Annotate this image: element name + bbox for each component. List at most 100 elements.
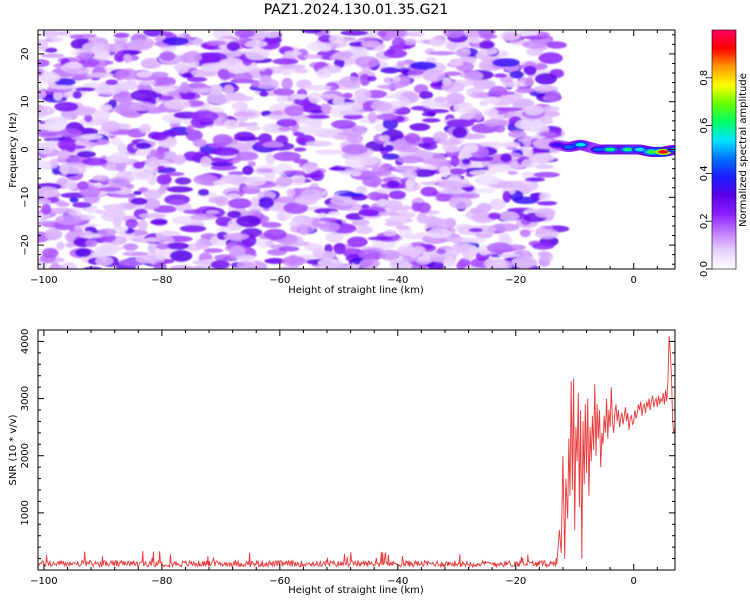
spectrogram-noise-cell [97, 186, 122, 192]
spectrogram-noise-cell [191, 110, 219, 123]
spectrogram-noise-cell [263, 228, 287, 240]
spectrogram-noise-cell [143, 189, 163, 200]
spectrogram-noise-cell [493, 125, 506, 133]
spectrogram-noise-cell [306, 114, 331, 120]
spectrogram-noise-cell [407, 70, 424, 76]
spectrogram-noise-cell [417, 202, 432, 214]
spectrogram-noise-cell [538, 52, 563, 64]
spectrogram-noise-cell [333, 242, 346, 255]
spectrogram-noise-cell [97, 228, 117, 237]
spectrogram-noise-cell [113, 52, 126, 63]
spectrogram-noise-cell [340, 30, 369, 36]
spectrogram-noise-cell [130, 197, 148, 206]
x-tick-label: −40 [387, 275, 408, 286]
spectrogram-noise-cell [166, 186, 193, 193]
spectrogram-noise-cell [404, 133, 421, 144]
spectrogram-noise-cell [524, 105, 544, 116]
spectrogram-noise-cell [167, 90, 180, 96]
spectrogram-noise-cell [533, 171, 560, 178]
spectrogram-noise-cell [288, 221, 299, 227]
figure-title: PAZ1.2024.130.01.35.G21 [264, 2, 449, 18]
spectrogram-noise-cell [342, 92, 353, 99]
spectrogram-noise-cell [502, 190, 511, 203]
spectrogram-noise-cell [339, 76, 361, 88]
spectrogram-noise-cell [38, 88, 47, 100]
spectrogram-noise-cell [259, 90, 269, 97]
spectrogram-noise-cell [303, 84, 332, 91]
spectrogram-noise-cell [542, 106, 560, 112]
spectrogram-noise-cell [38, 105, 55, 117]
spectrogram-noise-cell [427, 260, 445, 269]
colorbar-tick-label: 0.6 [699, 118, 710, 134]
spectrogram-noise-cell [206, 93, 233, 105]
spectrogram-noise-cell [197, 189, 210, 196]
spectrogram-noise-cell [255, 32, 267, 39]
spectrogram-noise-cell [156, 174, 172, 185]
spectrogram-x-axis-label: Height of straight line (km) [288, 285, 424, 296]
y-tick-label: 0 [20, 146, 31, 152]
spectrogram-noise-cell [54, 101, 79, 112]
spectrogram-noise-cell [487, 90, 516, 96]
spectrogram-noise-cell [181, 72, 194, 78]
spectrogram-noise-cell [291, 123, 301, 135]
spectrogram-noise-cell [133, 161, 145, 169]
spectrogram-noise-cell [377, 249, 401, 261]
spectrogram-noise-cell [484, 257, 507, 269]
spectrogram-noise-cell [44, 47, 58, 53]
spectrogram-noise-cell [395, 225, 411, 230]
spectrogram-noise-cell [38, 186, 59, 198]
colorbar-frame [711, 29, 737, 270]
spectrogram-noise-cell [380, 67, 401, 74]
spectrogram-noise-cell [189, 213, 217, 221]
spectrogram-noise-cell [77, 58, 100, 68]
spectrogram-noise-cell [38, 71, 61, 84]
spectrogram-noise-cell [254, 78, 280, 90]
spectrogram-noise-cell [508, 130, 527, 139]
spectrogram-noise-cell [383, 49, 408, 59]
spectrogram-noise-cell [84, 226, 97, 233]
spectrogram-noise-cell [443, 255, 456, 268]
spectrogram-noise-cell [99, 104, 113, 111]
spectrogram-noise-cell [234, 30, 256, 38]
spectrogram-noise-cell [153, 205, 177, 213]
spectrogram-noise-cell [535, 227, 548, 234]
spectrogram-noise-cell [219, 174, 248, 185]
spectrogram-noise-cell [278, 266, 302, 269]
spectrogram-noise-cell [214, 195, 229, 207]
snr-y-axis: 1000 2000 3000 4000 [20, 329, 675, 571]
spectrogram-noise-cell [452, 127, 468, 139]
spectrogram-noise-cell [272, 110, 284, 116]
spectrogram-noise-cell [310, 109, 323, 114]
spectrogram-noise-cell [64, 180, 78, 190]
spectrogram-noise-cell [376, 113, 398, 121]
spectrogram-noise-cell [535, 164, 554, 169]
spectrogram-noise-cell [523, 65, 537, 76]
spectrogram-noise-cell [82, 41, 109, 54]
spectrogram-noise-cell [163, 99, 191, 110]
spectrogram-noise-cell [493, 73, 508, 78]
spectrogram-noise-cell [316, 68, 332, 79]
spectrogram-noise-cell [236, 261, 255, 269]
spectrogram-noise-cell [138, 80, 157, 86]
spectrogram-noise-cell [224, 119, 240, 130]
spectrogram-noise-cell [284, 50, 302, 56]
spectrogram-noise-cell [409, 123, 431, 131]
spectrogram-noise-cell [338, 192, 365, 197]
spectrogram-noise-cell [38, 68, 44, 76]
spectrogram-noise-cell [439, 139, 460, 146]
spectrogram-noise-cell [41, 203, 52, 216]
spectrogram-noise-cell [531, 242, 555, 250]
spectrogram-noise-cell [318, 221, 341, 232]
spectrogram-y-axis: −20 −10 0 10 20 [20, 34, 675, 265]
spectrogram-noise-cell [139, 123, 152, 134]
spectrogram-noise-cell [293, 158, 309, 164]
spectrogram-noise-cell [122, 50, 139, 56]
spectrogram-noise-cell [165, 172, 185, 177]
spectrogram-noise-cell [468, 155, 494, 162]
spectrogram-noise-cell [314, 149, 343, 155]
spectrogram-noise-cell [85, 239, 98, 248]
spectrogram-noise-cell [293, 147, 307, 152]
spectrogram-noise-cell [515, 119, 535, 130]
spectrogram-noise-cell [181, 52, 202, 63]
colorbar-tick-label: 0.4 [699, 165, 710, 181]
